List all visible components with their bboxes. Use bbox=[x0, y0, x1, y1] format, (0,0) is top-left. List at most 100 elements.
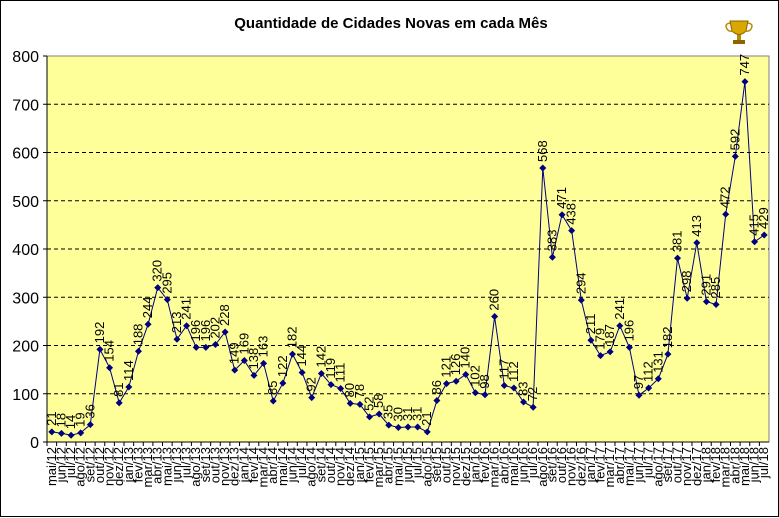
y-tick-label: 800 bbox=[12, 49, 39, 66]
x-tick-label: set/12 bbox=[82, 447, 97, 482]
data-point bbox=[211, 341, 219, 349]
data-point bbox=[577, 296, 585, 304]
data-label: 102 bbox=[467, 365, 482, 387]
data-point bbox=[635, 391, 643, 399]
x-tick-label: ago/14 bbox=[304, 447, 319, 487]
data-point bbox=[183, 322, 191, 330]
data-label: 19 bbox=[73, 412, 88, 426]
x-tick-label: ago/12 bbox=[73, 447, 88, 487]
x-axis: mai/12jun/12jul/12ago/12set/12out/12nov/… bbox=[44, 441, 771, 487]
data-label: 188 bbox=[130, 324, 145, 346]
x-tick-label: dez/12 bbox=[111, 447, 126, 486]
data-label: 117 bbox=[496, 359, 511, 380]
data-point bbox=[712, 300, 720, 308]
data-label: 196 bbox=[188, 320, 203, 342]
data-point bbox=[365, 413, 373, 421]
data-point bbox=[163, 296, 171, 304]
data-label: 294 bbox=[573, 272, 588, 294]
data-label: 140 bbox=[458, 347, 473, 369]
x-tick-label: jul/18 bbox=[756, 447, 771, 479]
data-point bbox=[202, 343, 210, 351]
data-label: 182 bbox=[284, 326, 299, 348]
data-point bbox=[471, 389, 479, 397]
x-tick-label: nov/14 bbox=[333, 447, 348, 486]
data-point bbox=[683, 294, 691, 302]
x-tick-label: nov/12 bbox=[102, 447, 117, 486]
data-point bbox=[144, 320, 152, 328]
x-tick-label: ago/15 bbox=[419, 447, 434, 487]
data-point bbox=[288, 350, 296, 358]
y-tick-label: 300 bbox=[12, 290, 39, 307]
data-point bbox=[529, 403, 537, 411]
data-label: 179 bbox=[593, 328, 608, 350]
x-tick-label: nov/15 bbox=[448, 447, 463, 486]
data-point bbox=[346, 399, 354, 407]
data-label: 52 bbox=[361, 396, 376, 410]
data-label: 202 bbox=[207, 317, 222, 339]
data-label: 142 bbox=[313, 346, 328, 368]
x-tick-label: dez/13 bbox=[227, 447, 242, 486]
data-label: 21 bbox=[44, 411, 59, 425]
x-tick-label: dez/17 bbox=[689, 447, 704, 486]
data-label: 187 bbox=[602, 324, 617, 346]
x-tick-label: mai/12 bbox=[44, 447, 59, 486]
data-label: 163 bbox=[256, 336, 271, 358]
x-tick-label: dez/16 bbox=[573, 447, 588, 486]
x-tick-label: mar/18 bbox=[718, 447, 733, 487]
data-label: 383 bbox=[544, 229, 559, 251]
x-tick-label: set/13 bbox=[198, 447, 213, 482]
data-point bbox=[625, 343, 633, 351]
data-label: 119 bbox=[323, 358, 338, 379]
x-tick-label: out/13 bbox=[207, 447, 222, 483]
x-tick-label: jan/15 bbox=[352, 447, 367, 483]
data-point bbox=[760, 231, 768, 239]
data-point bbox=[568, 227, 576, 235]
x-tick-label: nov/13 bbox=[217, 447, 232, 486]
x-tick-label: abr/16 bbox=[496, 447, 511, 484]
data-label: 592 bbox=[727, 129, 742, 151]
data-point bbox=[250, 371, 258, 379]
x-tick-label: jul/15 bbox=[410, 447, 425, 479]
data-point bbox=[664, 350, 672, 358]
x-tick-label: ago/13 bbox=[188, 447, 203, 487]
x-tick-label: mar/15 bbox=[371, 447, 386, 487]
data-point bbox=[731, 152, 739, 160]
data-point bbox=[616, 322, 624, 330]
data-label: 35 bbox=[381, 405, 396, 419]
y-tick-label: 500 bbox=[12, 194, 39, 211]
data-label: 21 bbox=[419, 411, 434, 425]
data-point bbox=[77, 429, 85, 437]
data-label: 144 bbox=[294, 345, 309, 367]
data-label: 121 bbox=[439, 356, 454, 378]
data-label: 85 bbox=[265, 381, 280, 395]
data-point bbox=[462, 370, 470, 378]
data-point bbox=[548, 253, 556, 261]
data-label: 114 bbox=[121, 360, 136, 381]
data-point bbox=[491, 313, 499, 321]
data-label: 78 bbox=[352, 384, 367, 398]
data-point bbox=[433, 397, 441, 405]
data-label: 244 bbox=[140, 297, 155, 319]
x-tick-label: jul/14 bbox=[294, 447, 309, 479]
data-point bbox=[106, 364, 114, 372]
y-tick-label: 700 bbox=[12, 97, 39, 114]
data-label: 381 bbox=[670, 230, 685, 252]
data-label: 471 bbox=[554, 187, 569, 209]
x-tick-label: mai/14 bbox=[275, 447, 290, 486]
data-point bbox=[125, 383, 133, 391]
data-point bbox=[337, 384, 345, 392]
x-tick-label: mai/18 bbox=[737, 447, 752, 486]
data-label: 18 bbox=[53, 413, 68, 427]
data-label: 320 bbox=[150, 260, 165, 282]
data-label: 196 bbox=[621, 320, 636, 342]
data-labels: 2118141936192154811141882443202952132411… bbox=[44, 54, 771, 429]
x-tick-label: fev/18 bbox=[708, 447, 723, 482]
x-tick-label: out/14 bbox=[323, 447, 338, 483]
x-tick-label: dez/15 bbox=[458, 447, 473, 486]
x-tick-label: ago/17 bbox=[650, 447, 665, 487]
data-label: 260 bbox=[487, 289, 502, 311]
data-label: 36 bbox=[82, 404, 97, 418]
data-label: 429 bbox=[756, 207, 771, 229]
x-tick-label: jan/18 bbox=[698, 447, 713, 483]
